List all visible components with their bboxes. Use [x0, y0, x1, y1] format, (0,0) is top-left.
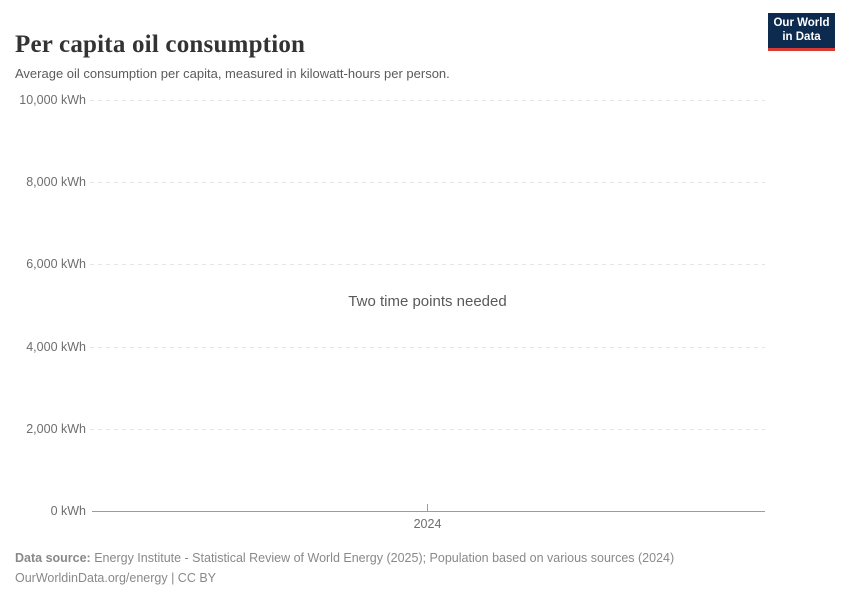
gridline [90, 100, 765, 101]
owid-logo-line2: in Data [782, 30, 821, 43]
attribution-line: OurWorldinData.org/energy | CC BY [15, 571, 217, 585]
y-axis-tick-label: 2,000 kWh [26, 421, 86, 436]
chart-title: Per capita oil consumption [15, 30, 306, 58]
x-axis-tick-label: 2024 [413, 517, 442, 531]
gridline [90, 346, 765, 348]
owid-logo[interactable]: Our World in Data [768, 13, 835, 51]
gridline [90, 428, 765, 430]
gridline [90, 182, 765, 184]
data-source-text: Energy Institute - Statistical Review of… [94, 551, 675, 565]
chart-footer: Data source: Energy Institute - Statisti… [15, 548, 835, 588]
y-axis-tick-label: 10,000 kWh [19, 93, 86, 107]
gridline [90, 264, 765, 266]
y-axis-tick-label: 6,000 kWh [26, 257, 86, 272]
y-axis-tick-label: 8,000 kWh [26, 175, 86, 190]
y-axis-tick-label: 0 kWh [50, 504, 86, 518]
data-source-line: Data source: Energy Institute - Statisti… [15, 548, 835, 568]
chart-subtitle: Average oil consumption per capita, meas… [15, 66, 450, 81]
y-axis-tick-label: 4,000 kWh [26, 339, 86, 354]
x-axis-tick [427, 504, 428, 511]
data-source-label: Data source: [15, 551, 91, 565]
x-axis-line [92, 511, 765, 512]
owid-logo-line1: Our World [773, 17, 830, 29]
empty-state-message: Two time points needed [348, 293, 507, 310]
